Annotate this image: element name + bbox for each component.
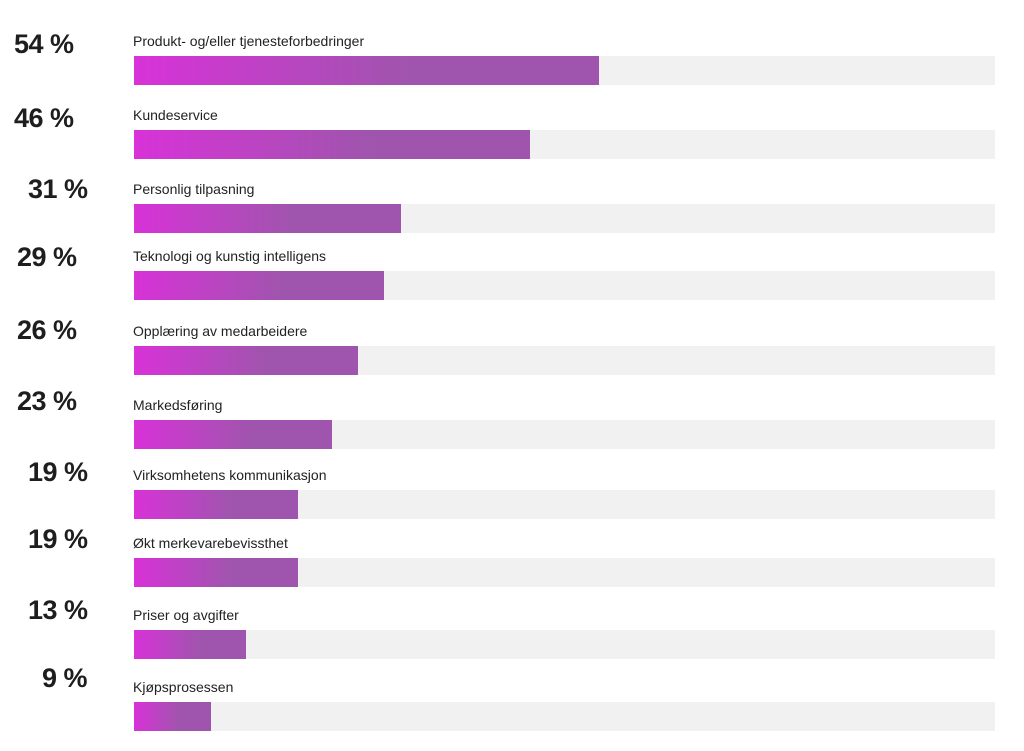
bar-row: 13 % Priser og avgifter: [0, 595, 1024, 679]
bar: [134, 490, 298, 519]
bar-row: 9 % Kjøpsprosessen: [0, 663, 1024, 751]
category-label: Teknologi og kunstig intelligens: [133, 248, 327, 264]
bar-track: [134, 346, 995, 375]
bar-row: 29 % Teknologi og kunstig intelligens: [0, 242, 1024, 320]
bar-row: 19 % Økt merkevarebevissthet: [0, 524, 1024, 607]
bar-row: 26 % Opplæring av medarbeidere: [0, 315, 1024, 395]
bar-track: [134, 558, 995, 587]
category-label: Opplæring av medarbeidere: [133, 323, 308, 339]
value-label: 9 %: [42, 663, 88, 693]
value-label: 46 %: [14, 103, 74, 133]
category-label: Økt merkevarebevissthet: [133, 535, 288, 551]
bar: [134, 204, 401, 233]
bar-track: [134, 490, 995, 519]
value-label: 26 %: [17, 315, 77, 345]
value-label: 29 %: [17, 242, 77, 272]
bar: [134, 630, 246, 659]
category-label: Produkt- og/eller tjenesteforbedringer: [133, 33, 365, 49]
bar: [134, 702, 212, 731]
value-label: 31 %: [28, 174, 88, 204]
value-label: 13 %: [28, 595, 88, 625]
bar: [134, 346, 358, 375]
bar-track: [134, 271, 995, 300]
bar-track: [134, 130, 995, 159]
value-label: 23 %: [17, 386, 77, 416]
category-label: Kundeservice: [133, 107, 218, 123]
bar-row: 23 % Markedsføring: [0, 386, 1024, 469]
bar-row: 19 % Virksomhetens kommunikasjon: [0, 457, 1024, 539]
bar-track: [134, 420, 995, 449]
bar: [134, 558, 298, 587]
bar-track: [134, 630, 995, 659]
value-label: 19 %: [28, 457, 88, 487]
bar-row: 46 % Kundeservice: [0, 103, 1024, 179]
bar: [134, 56, 599, 85]
category-label: Personlig tilpasning: [133, 181, 255, 197]
bar-track: [134, 702, 995, 731]
category-label: Virksomhetens kommunikasjon: [133, 467, 327, 483]
bar: [134, 271, 384, 300]
value-label: 19 %: [28, 524, 88, 554]
bar: [134, 130, 531, 159]
bar: [134, 420, 333, 449]
bar-track: [134, 56, 995, 85]
category-label: Kjøpsprosessen: [133, 679, 234, 695]
bar-row: 31 % Personlig tilpasning: [0, 174, 1024, 253]
value-label: 54 %: [14, 29, 74, 59]
bar-track: [134, 204, 995, 233]
bar-row: 54 % Produkt- og/eller tjenesteforbedring…: [0, 29, 1024, 105]
category-label: Priser og avgifter: [133, 607, 239, 623]
category-label: Markedsføring: [133, 397, 223, 413]
